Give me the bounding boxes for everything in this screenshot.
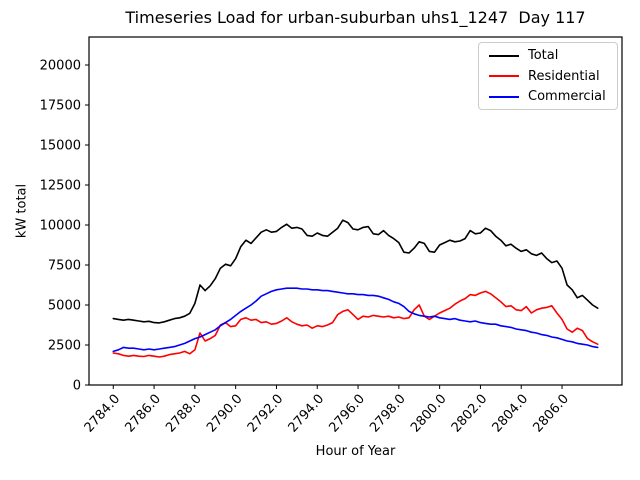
legend-label-residential: Residential [528, 68, 600, 84]
series-line-commercial [112, 287, 599, 353]
x-tick-label: 2792.0 [245, 392, 287, 436]
x-tick-label: 2788.0 [163, 392, 205, 436]
series-line-residential [112, 290, 599, 358]
legend-item-commercial: Commercial [489, 87, 617, 107]
y-tick-label: 12500 [40, 179, 81, 194]
y-tick-label: 0 [73, 379, 81, 394]
x-tick-label: 2806.0 [530, 392, 572, 436]
x-tick-label: 2804.0 [490, 392, 532, 436]
x-tick-label: 2790.0 [204, 392, 246, 436]
x-tick-label: 2798.0 [367, 392, 409, 436]
y-tick-label: 10000 [40, 219, 81, 234]
legend-line-total [489, 54, 519, 57]
x-tick-label: 2796.0 [326, 392, 368, 436]
legend-label-commercial: Commercial [528, 89, 606, 104]
chart-title: Timeseries Load for urban-suburban uhs1_… [125, 8, 586, 27]
x-tick-label: 2786.0 [122, 392, 164, 436]
series-line-total [112, 219, 599, 324]
legend: Total Residential Commercial [478, 42, 618, 110]
y-tick-label: 17500 [40, 99, 81, 114]
legend-line-commercial [489, 95, 519, 98]
y-tick-label: 15000 [40, 139, 81, 154]
x-tick-label: 2794.0 [286, 392, 328, 436]
legend-item-residential: Residential [489, 66, 617, 86]
legend-item-total: Total [489, 46, 617, 66]
x-axis-label: Hour of Year [315, 444, 396, 459]
x-tick-label: 2800.0 [408, 392, 450, 436]
y-tick-label: 2500 [48, 339, 81, 354]
legend-line-residential [489, 75, 519, 77]
axes-frame [88, 36, 623, 386]
x-tick-label: 2784.0 [82, 392, 124, 436]
y-tick-label: 5000 [48, 299, 81, 314]
y-tick-label: 20000 [40, 59, 81, 74]
x-tick-label: 2802.0 [449, 392, 491, 436]
legend-label-total: Total [528, 48, 559, 63]
y-tick-label: 7500 [48, 259, 81, 274]
